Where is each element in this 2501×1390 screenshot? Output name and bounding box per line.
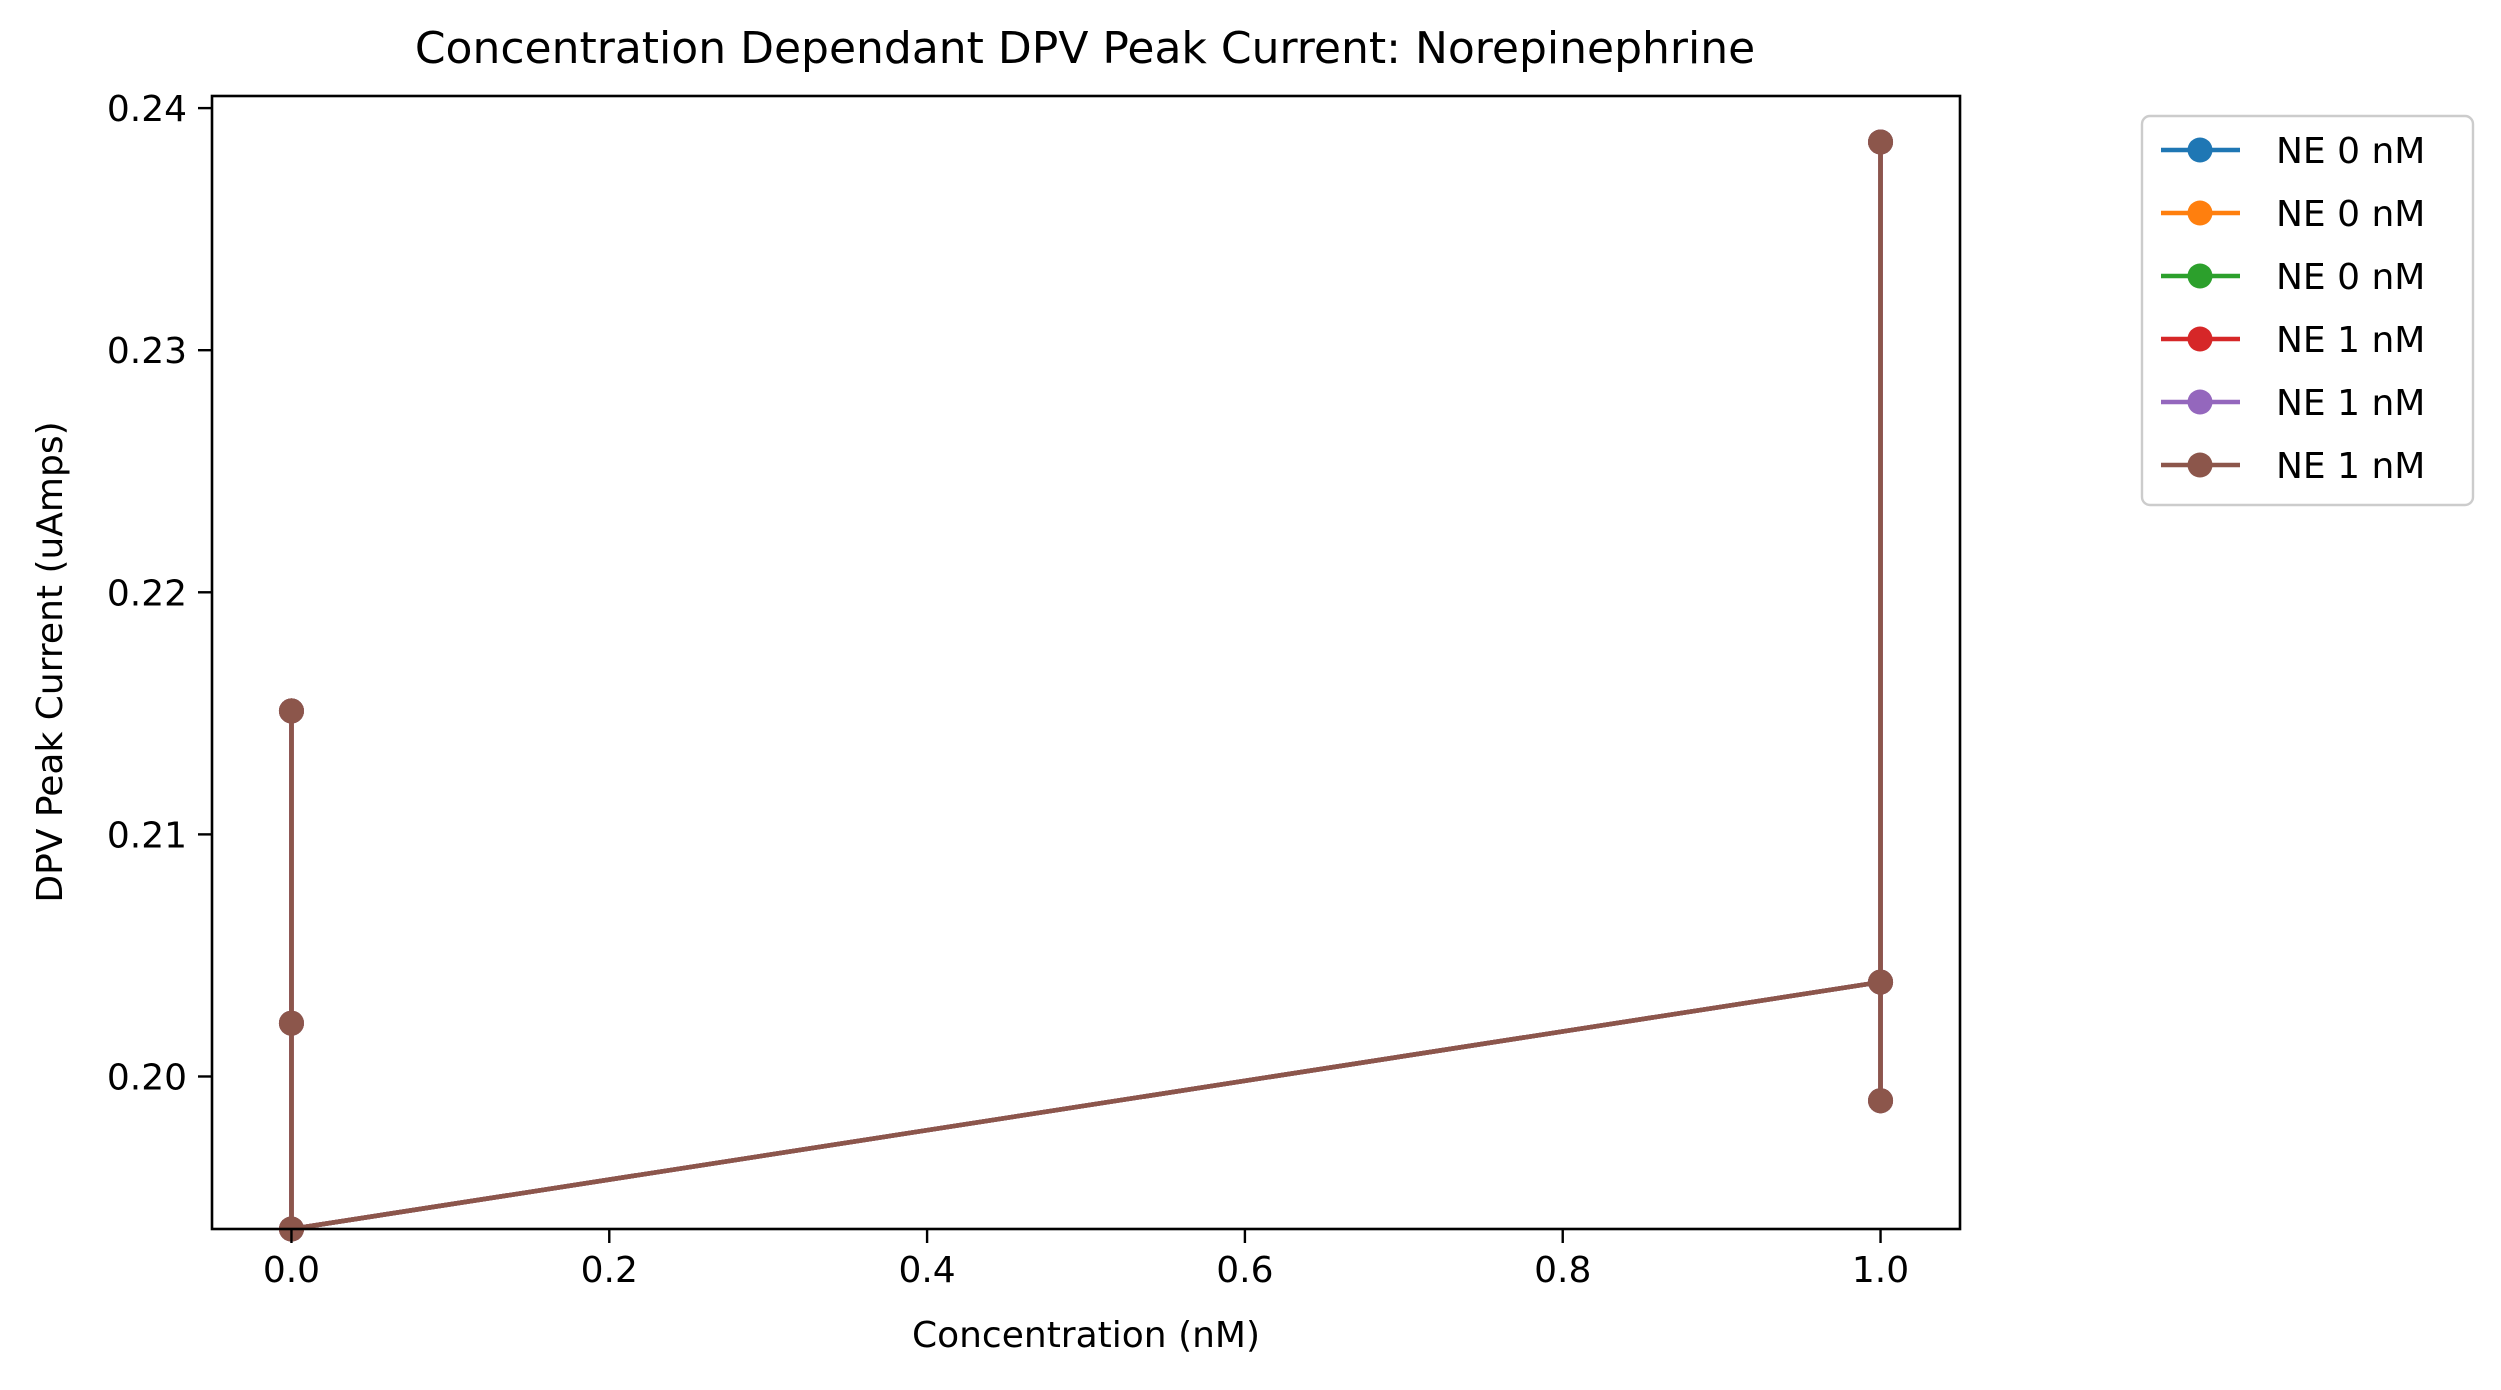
y-tick-label: 0.21 [107, 815, 187, 856]
x-tick-label: 0.6 [1216, 1250, 1273, 1291]
series-4 [278, 129, 1894, 1242]
legend-marker [2187, 389, 2213, 415]
series-1 [278, 129, 1894, 1242]
data-point [278, 1010, 304, 1036]
series-line [289, 139, 1883, 1232]
data-point [278, 698, 304, 724]
legend-label: NE 0 nM [2276, 194, 2425, 235]
plot-frame [210, 94, 1962, 1231]
legend-label: NE 0 nM [2276, 131, 2425, 172]
y-tick-label: 0.20 [107, 1057, 187, 1098]
legend-item: NE 0 nM [2161, 257, 2425, 298]
legend-item: NE 1 nM [2161, 383, 2425, 424]
legend-item: NE 0 nM [2161, 194, 2425, 235]
data-point [1868, 969, 1894, 995]
series-2 [278, 129, 1894, 1242]
legend-marker [2187, 200, 2213, 226]
legend-marker [2187, 137, 2213, 163]
series-line [289, 139, 1883, 1232]
series-line [289, 139, 1883, 1232]
x-tick-label: 1.0 [1852, 1250, 1909, 1291]
y-axis-label: DPV Peak Current (uAmps) [30, 421, 71, 902]
data-point [1868, 1088, 1894, 1114]
legend-item: NE 0 nM [2161, 131, 2425, 172]
legend-marker [2187, 263, 2213, 289]
x-tick-label: 0.4 [898, 1250, 955, 1291]
legend-marker [2187, 326, 2213, 352]
x-axis-label: Concentration (nM) [912, 1315, 1260, 1356]
series-6 [278, 129, 1894, 1242]
y-tick-label: 0.22 [107, 573, 187, 614]
y-tick-label: 0.23 [107, 331, 187, 372]
legend-label: NE 0 nM [2276, 257, 2425, 298]
legend-label: NE 1 nM [2276, 383, 2425, 424]
x-tick-label: 0.8 [1534, 1250, 1591, 1291]
x-tick-label: 0.2 [581, 1250, 638, 1291]
y-tick-label: 0.24 [107, 89, 187, 130]
series-line [289, 139, 1883, 1232]
chart-title: Concentration Dependant DPV Peak Current… [415, 23, 1755, 74]
x-tick-label: 0.0 [263, 1250, 320, 1291]
legend-label: NE 1 nM [2276, 446, 2425, 487]
legend-item: NE 1 nM [2161, 446, 2425, 487]
series-3 [278, 129, 1894, 1242]
legend: NE 0 nM NE 0 nM NE 0 nM NE 1 nM NE 1 nM NE 1 … [2140, 114, 2475, 507]
series-line [289, 139, 1883, 1232]
x-axis: 0.0 0.2 0.4 0.6 0.8 1.0 [263, 1229, 1909, 1291]
data-point [1868, 129, 1894, 155]
plot-marks [278, 129, 1894, 1242]
legend-marker [2187, 452, 2213, 478]
legend-label: NE 1 nM [2276, 320, 2425, 361]
series-line [289, 139, 1883, 1232]
y-axis: 0.20 0.21 0.22 0.23 0.24 [107, 89, 212, 1098]
legend-item: NE 1 nM [2161, 320, 2425, 361]
series-5 [278, 129, 1894, 1242]
